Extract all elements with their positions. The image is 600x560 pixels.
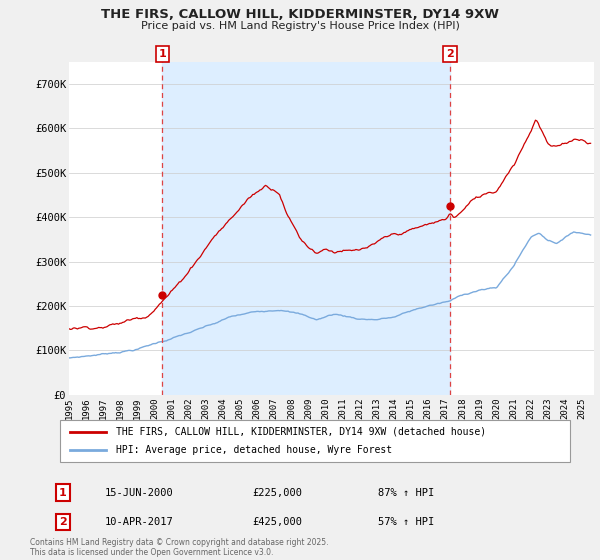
- Text: £425,000: £425,000: [252, 517, 302, 527]
- Text: 57% ↑ HPI: 57% ↑ HPI: [378, 517, 434, 527]
- Text: HPI: Average price, detached house, Wyre Forest: HPI: Average price, detached house, Wyre…: [116, 445, 392, 455]
- Bar: [163, 62, 450, 395]
- Text: Contains HM Land Registry data © Crown copyright and database right 2025.
This d: Contains HM Land Registry data © Crown c…: [30, 538, 329, 557]
- Text: 1: 1: [59, 488, 67, 498]
- Text: 2: 2: [446, 49, 454, 59]
- Text: 2: 2: [59, 517, 67, 527]
- Text: THE FIRS, CALLOW HILL, KIDDERMINSTER, DY14 9XW (detached house): THE FIRS, CALLOW HILL, KIDDERMINSTER, DY…: [116, 427, 486, 437]
- Text: Price paid vs. HM Land Registry's House Price Index (HPI): Price paid vs. HM Land Registry's House …: [140, 21, 460, 31]
- Text: 1: 1: [158, 49, 166, 59]
- Text: 87% ↑ HPI: 87% ↑ HPI: [378, 488, 434, 498]
- Text: 10-APR-2017: 10-APR-2017: [105, 517, 174, 527]
- FancyBboxPatch shape: [60, 420, 570, 462]
- Text: 15-JUN-2000: 15-JUN-2000: [105, 488, 174, 498]
- Text: £225,000: £225,000: [252, 488, 302, 498]
- Text: THE FIRS, CALLOW HILL, KIDDERMINSTER, DY14 9XW: THE FIRS, CALLOW HILL, KIDDERMINSTER, DY…: [101, 8, 499, 21]
